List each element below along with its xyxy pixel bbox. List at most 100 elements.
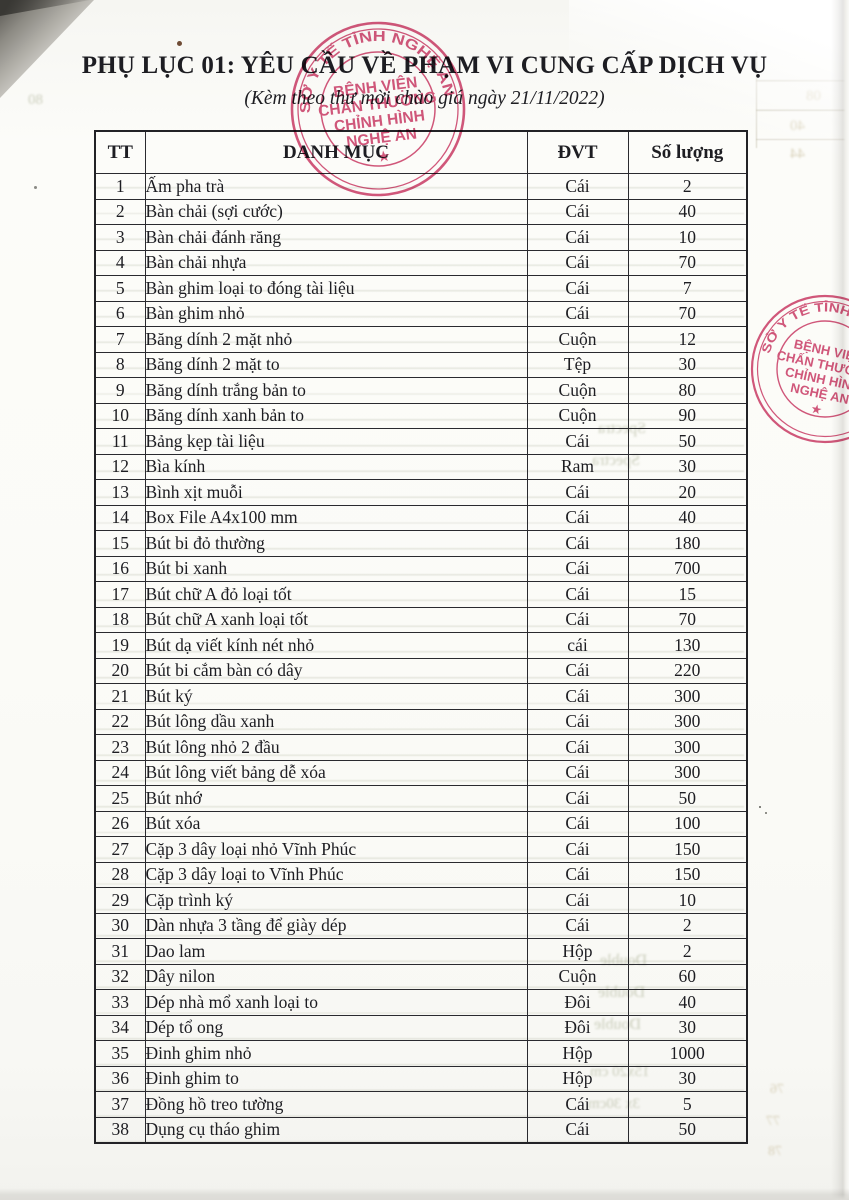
quantity: 700 — [627, 555, 748, 582]
quantity: 10 — [627, 887, 748, 914]
unit: cái — [526, 632, 629, 659]
unit: Cái — [526, 657, 629, 684]
row-number: 18 — [94, 606, 146, 633]
column-header-so-luong: Số lượng — [627, 130, 748, 174]
item-name: Bút lông nhỏ 2 đầu — [144, 734, 528, 761]
ink-speck — [177, 41, 182, 46]
row-number: 23 — [94, 734, 146, 761]
unit: Hộp — [526, 1065, 629, 1092]
row-number: 4 — [94, 249, 146, 276]
row-number: 7 — [94, 326, 146, 353]
row-number: 14 — [94, 504, 146, 531]
unit: Cái — [526, 708, 629, 735]
row-number: 25 — [94, 785, 146, 812]
row-number: 9 — [94, 377, 146, 404]
item-name: Bút dạ viết kính nét nhỏ — [144, 632, 528, 659]
row-number: 6 — [94, 300, 146, 327]
quantity: 1000 — [627, 1040, 748, 1067]
unit: Cái — [526, 300, 629, 327]
quantity: 70 — [627, 606, 748, 633]
unit: Cái — [526, 198, 629, 225]
bleedthrough-text: 77 — [766, 1114, 780, 1129]
table-row: 19 Bút dạ viết kính nét nhỏ cái 130 — [94, 632, 748, 659]
item-name: Băng dính 2 mặt to — [144, 351, 528, 378]
row-number: 38 — [94, 1116, 146, 1144]
item-name: Dép tổ ong — [144, 1014, 528, 1041]
quantity: 30 — [627, 1065, 748, 1092]
unit: Cuộn — [526, 402, 629, 429]
table-row: 32 Dây nilon Cuộn 60 — [94, 963, 748, 990]
quantity: 70 — [627, 249, 748, 276]
quantity: 5 — [627, 1091, 748, 1118]
table-row: 34 Dép tổ ong Đôi 30 — [94, 1014, 748, 1041]
unit: Cái — [526, 530, 629, 557]
quantity: 150 — [627, 861, 748, 888]
unit: Cái — [526, 734, 629, 761]
unit: Cái — [526, 224, 629, 251]
item-name: Bút chữ A xanh loại tốt — [144, 606, 528, 633]
unit: Cái — [526, 810, 629, 837]
column-header-tt: TT — [94, 130, 146, 174]
unit: Cái — [526, 555, 629, 582]
table-body: 1 Ấm pha trà Cái 2 2 Bàn chải (sợi cước) Cái 40… — [94, 173, 748, 1144]
item-name: Bảng kẹp tài liệu — [144, 428, 528, 455]
hospital-stamp-right: SỞ Y TẾ TỈNH NGHỆ AN BỆNH VIỆN CHẤN THƯƠ… — [750, 289, 849, 444]
item-name: Dụng cụ tháo ghim — [144, 1116, 528, 1144]
unit: Hộp — [526, 1040, 629, 1067]
unit: Cuộn — [526, 963, 629, 990]
quantity: 2 — [627, 938, 748, 965]
row-number: 21 — [94, 683, 146, 710]
item-name: Bút bi đỏ thường — [144, 530, 528, 557]
item-name: Bàn ghim nhỏ — [144, 300, 528, 327]
row-number: 8 — [94, 351, 146, 378]
item-name: Box File A4x100 mm — [144, 504, 528, 531]
item-name: Bút xóa — [144, 810, 528, 837]
table-row: 23 Bút lông nhỏ 2 đầu Cái 300 — [94, 734, 748, 761]
table-row: 12 Bìa kính Ram 30 — [94, 453, 748, 480]
unit: Cái — [526, 479, 629, 506]
quantity: 30 — [627, 453, 748, 480]
table-row: 14 Box File A4x100 mm Cái 40 — [94, 504, 748, 531]
unit: Cái — [526, 249, 629, 276]
table-row: 4 Bàn chải nhựa Cái 70 — [94, 249, 748, 276]
row-number: 28 — [94, 861, 146, 888]
row-number: 10 — [94, 402, 146, 429]
table-row: 6 Bàn ghim nhỏ Cái 70 — [94, 300, 748, 327]
item-name: Bàn chải nhựa — [144, 249, 528, 276]
ink-speck — [34, 186, 37, 189]
quantity: 100 — [627, 810, 748, 837]
unit: Cái — [526, 683, 629, 710]
row-number: 5 — [94, 275, 146, 302]
row-number: 33 — [94, 989, 146, 1016]
table-row: 20 Bút bi cắm bàn có dây Cái 220 — [94, 657, 748, 684]
table-row: 24 Bút lông viết bảng dễ xóa Cái 300 — [94, 759, 748, 786]
row-number: 3 — [94, 224, 146, 251]
quantity: 300 — [627, 734, 748, 761]
row-number: 12 — [94, 453, 146, 480]
quantity: 50 — [627, 785, 748, 812]
row-number: 30 — [94, 912, 146, 939]
table-row: 8 Băng dính 2 mặt to Tệp 30 — [94, 351, 748, 378]
item-name: Bàn chải đánh răng — [144, 224, 528, 251]
quantity: 30 — [627, 351, 748, 378]
row-number: 35 — [94, 1040, 146, 1067]
item-name: Đinh ghim to — [144, 1065, 528, 1092]
item-name: Bàn ghim loại to đóng tài liệu — [144, 275, 528, 302]
unit: Cái — [526, 785, 629, 812]
item-name: Bàn chải (sợi cước) — [144, 198, 528, 225]
row-number: 22 — [94, 708, 146, 735]
quantity: 2 — [627, 173, 748, 200]
table-row: 15 Bút bi đỏ thường Cái 180 — [94, 530, 748, 557]
table-row: 26 Bút xóa Cái 100 — [94, 810, 748, 837]
item-name: Đồng hồ treo tường — [144, 1091, 528, 1118]
table-row: 38 Dụng cụ tháo ghim Cái 50 — [94, 1116, 748, 1144]
quantity: 50 — [627, 428, 748, 455]
row-number: 27 — [94, 836, 146, 863]
table-row: 11 Bảng kẹp tài liệu Cái 50 — [94, 428, 748, 455]
row-number: 24 — [94, 759, 146, 786]
table-row: 22 Bút lông dầu xanh Cái 300 — [94, 708, 748, 735]
table-row: 35 Đinh ghim nhỏ Hộp 1000 — [94, 1040, 748, 1067]
table-row: 3 Bàn chải đánh răng Cái 10 — [94, 224, 748, 251]
row-number: 11 — [94, 428, 146, 455]
item-name: Cặp trình ký — [144, 887, 528, 914]
